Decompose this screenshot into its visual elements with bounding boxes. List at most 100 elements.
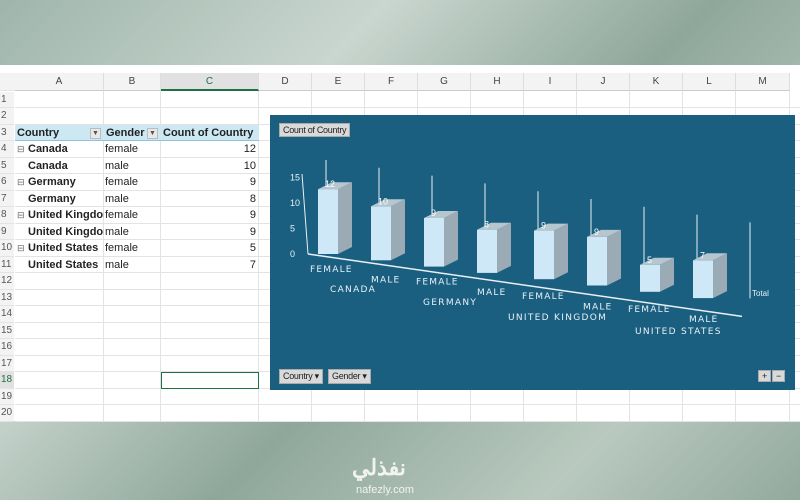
row-header-12[interactable]: 12 bbox=[0, 273, 14, 290]
column-header-B[interactable]: B bbox=[104, 73, 161, 91]
category-label: FEMALE bbox=[522, 292, 565, 302]
filter-dropdown-icon[interactable]: ▼ bbox=[90, 127, 101, 139]
data-label: 9 bbox=[594, 227, 599, 237]
column-header-H[interactable]: H bbox=[471, 73, 524, 91]
selected-cell[interactable] bbox=[161, 372, 259, 389]
bar-side bbox=[391, 199, 405, 261]
select-all-corner[interactable] bbox=[0, 73, 15, 91]
row-header-20[interactable]: 20 bbox=[0, 405, 14, 422]
category-label: MALE bbox=[371, 275, 400, 285]
bar-5 bbox=[587, 236, 607, 286]
bar-top bbox=[318, 182, 352, 190]
category-label: FEMALE bbox=[628, 305, 671, 315]
bar-top bbox=[587, 229, 621, 237]
collapse-icon[interactable]: ⊟ bbox=[17, 243, 25, 253]
category-label: FEMALE bbox=[416, 278, 459, 288]
data-label: 9 bbox=[541, 221, 546, 231]
row-header-7[interactable]: 7 bbox=[0, 190, 14, 207]
bar-side bbox=[660, 257, 674, 292]
bar-side bbox=[338, 182, 352, 254]
row-header-1[interactable]: 1 bbox=[0, 91, 14, 108]
y-tick-label: 15 bbox=[290, 173, 300, 183]
column-header-K[interactable]: K bbox=[630, 73, 683, 91]
pivot-count: 9 bbox=[249, 225, 256, 238]
column-header-L[interactable]: L bbox=[683, 73, 736, 91]
row-header-14[interactable]: 14 bbox=[0, 306, 14, 323]
gender-filter-button[interactable]: Gender ▾ bbox=[328, 369, 371, 384]
filter-dropdown-icon[interactable]: ▼ bbox=[147, 127, 158, 139]
country-filter-button[interactable]: Country ▾ bbox=[279, 369, 323, 384]
row-header-13[interactable]: 13 bbox=[0, 289, 14, 306]
bar-top bbox=[424, 211, 458, 218]
row-header-6[interactable]: 6 bbox=[0, 174, 14, 191]
row-header-16[interactable]: 16 bbox=[0, 339, 14, 356]
data-label: 12 bbox=[325, 179, 335, 189]
group-label: CANADA bbox=[330, 285, 376, 295]
y-tick-label: 0 bbox=[290, 249, 295, 259]
data-label: 9 bbox=[431, 208, 436, 218]
row-header-5[interactable]: 5 bbox=[0, 157, 14, 174]
floor-front-edge bbox=[307, 253, 743, 318]
y-tick-label: 5 bbox=[290, 224, 295, 234]
row-header-2[interactable]: 2 bbox=[0, 108, 14, 125]
column-header-A[interactable]: A bbox=[15, 73, 104, 91]
pivot-gender: male bbox=[105, 159, 129, 172]
row-header-19[interactable]: 19 bbox=[0, 388, 14, 405]
pivot-country: Canada bbox=[28, 159, 68, 172]
country-filter-label: Country bbox=[283, 371, 313, 381]
column-header-F[interactable]: F bbox=[365, 73, 418, 91]
bar-4 bbox=[534, 230, 554, 280]
pivot-country: Germany bbox=[28, 176, 76, 188]
pivot-header-1: Gender bbox=[104, 124, 161, 141]
collapse-button[interactable]: − bbox=[772, 370, 785, 382]
row-header-17[interactable]: 17 bbox=[0, 355, 14, 372]
column-header-D[interactable]: D bbox=[259, 73, 312, 91]
bar-7 bbox=[693, 260, 713, 299]
group-label: UNITED STATES bbox=[635, 327, 722, 337]
bar-1 bbox=[371, 206, 391, 261]
expand-button[interactable]: + bbox=[758, 370, 771, 382]
gridline bbox=[15, 420, 800, 422]
row-header-3[interactable]: 3 bbox=[0, 124, 14, 141]
row-header-10[interactable]: 10 bbox=[0, 240, 14, 257]
row-header-15[interactable]: 15 bbox=[0, 322, 14, 339]
row-header-11[interactable]: 11 bbox=[0, 256, 14, 273]
row-header-4[interactable]: 4 bbox=[0, 141, 14, 158]
collapse-icon[interactable]: ⊟ bbox=[17, 210, 25, 220]
pivot-chart[interactable]: Count of Country 0 5 10 15 12 FEMALE 10 MALE 9 FE… bbox=[270, 115, 795, 390]
column-header-I[interactable]: I bbox=[524, 73, 577, 91]
bar-top bbox=[477, 222, 511, 230]
column-header-J[interactable]: J bbox=[577, 73, 630, 91]
bar-side bbox=[497, 222, 511, 273]
column-header-G[interactable]: G bbox=[418, 73, 471, 91]
bar-3 bbox=[477, 229, 497, 273]
pivot-gender: female bbox=[105, 209, 139, 221]
watermark-url: nafezly.com bbox=[356, 484, 414, 496]
bar-top bbox=[640, 257, 674, 265]
column-header-C[interactable]: C bbox=[161, 73, 259, 91]
pivot-header-2: Count of Country bbox=[161, 124, 259, 141]
bar-side bbox=[554, 223, 568, 280]
row-header-8[interactable]: 8 bbox=[0, 207, 14, 224]
pivot-header-0: Country bbox=[15, 124, 104, 141]
data-label: 8 bbox=[484, 220, 489, 230]
collapse-icon[interactable]: ⊟ bbox=[17, 144, 25, 154]
collapse-icon[interactable]: ⊟ bbox=[17, 177, 25, 187]
pivot-country: Canada bbox=[28, 143, 68, 155]
row-header-18[interactable]: 18 bbox=[0, 372, 14, 389]
gender-filter-label: Gender bbox=[332, 371, 361, 381]
pivot-country: United States bbox=[28, 242, 99, 254]
column-header-E[interactable]: E bbox=[312, 73, 365, 91]
pivot-count: 5 bbox=[249, 242, 256, 254]
category-label: MALE bbox=[583, 303, 612, 313]
group-label: GERMANY bbox=[423, 298, 477, 308]
bar-top bbox=[693, 253, 727, 261]
bar-side bbox=[444, 211, 458, 267]
column-header-M[interactable]: M bbox=[736, 73, 790, 91]
bar-6 bbox=[640, 264, 660, 292]
pivot-count: 7 bbox=[249, 258, 256, 271]
row-header-9[interactable]: 9 bbox=[0, 223, 14, 240]
chart-title-button[interactable]: Count of Country bbox=[279, 123, 351, 137]
